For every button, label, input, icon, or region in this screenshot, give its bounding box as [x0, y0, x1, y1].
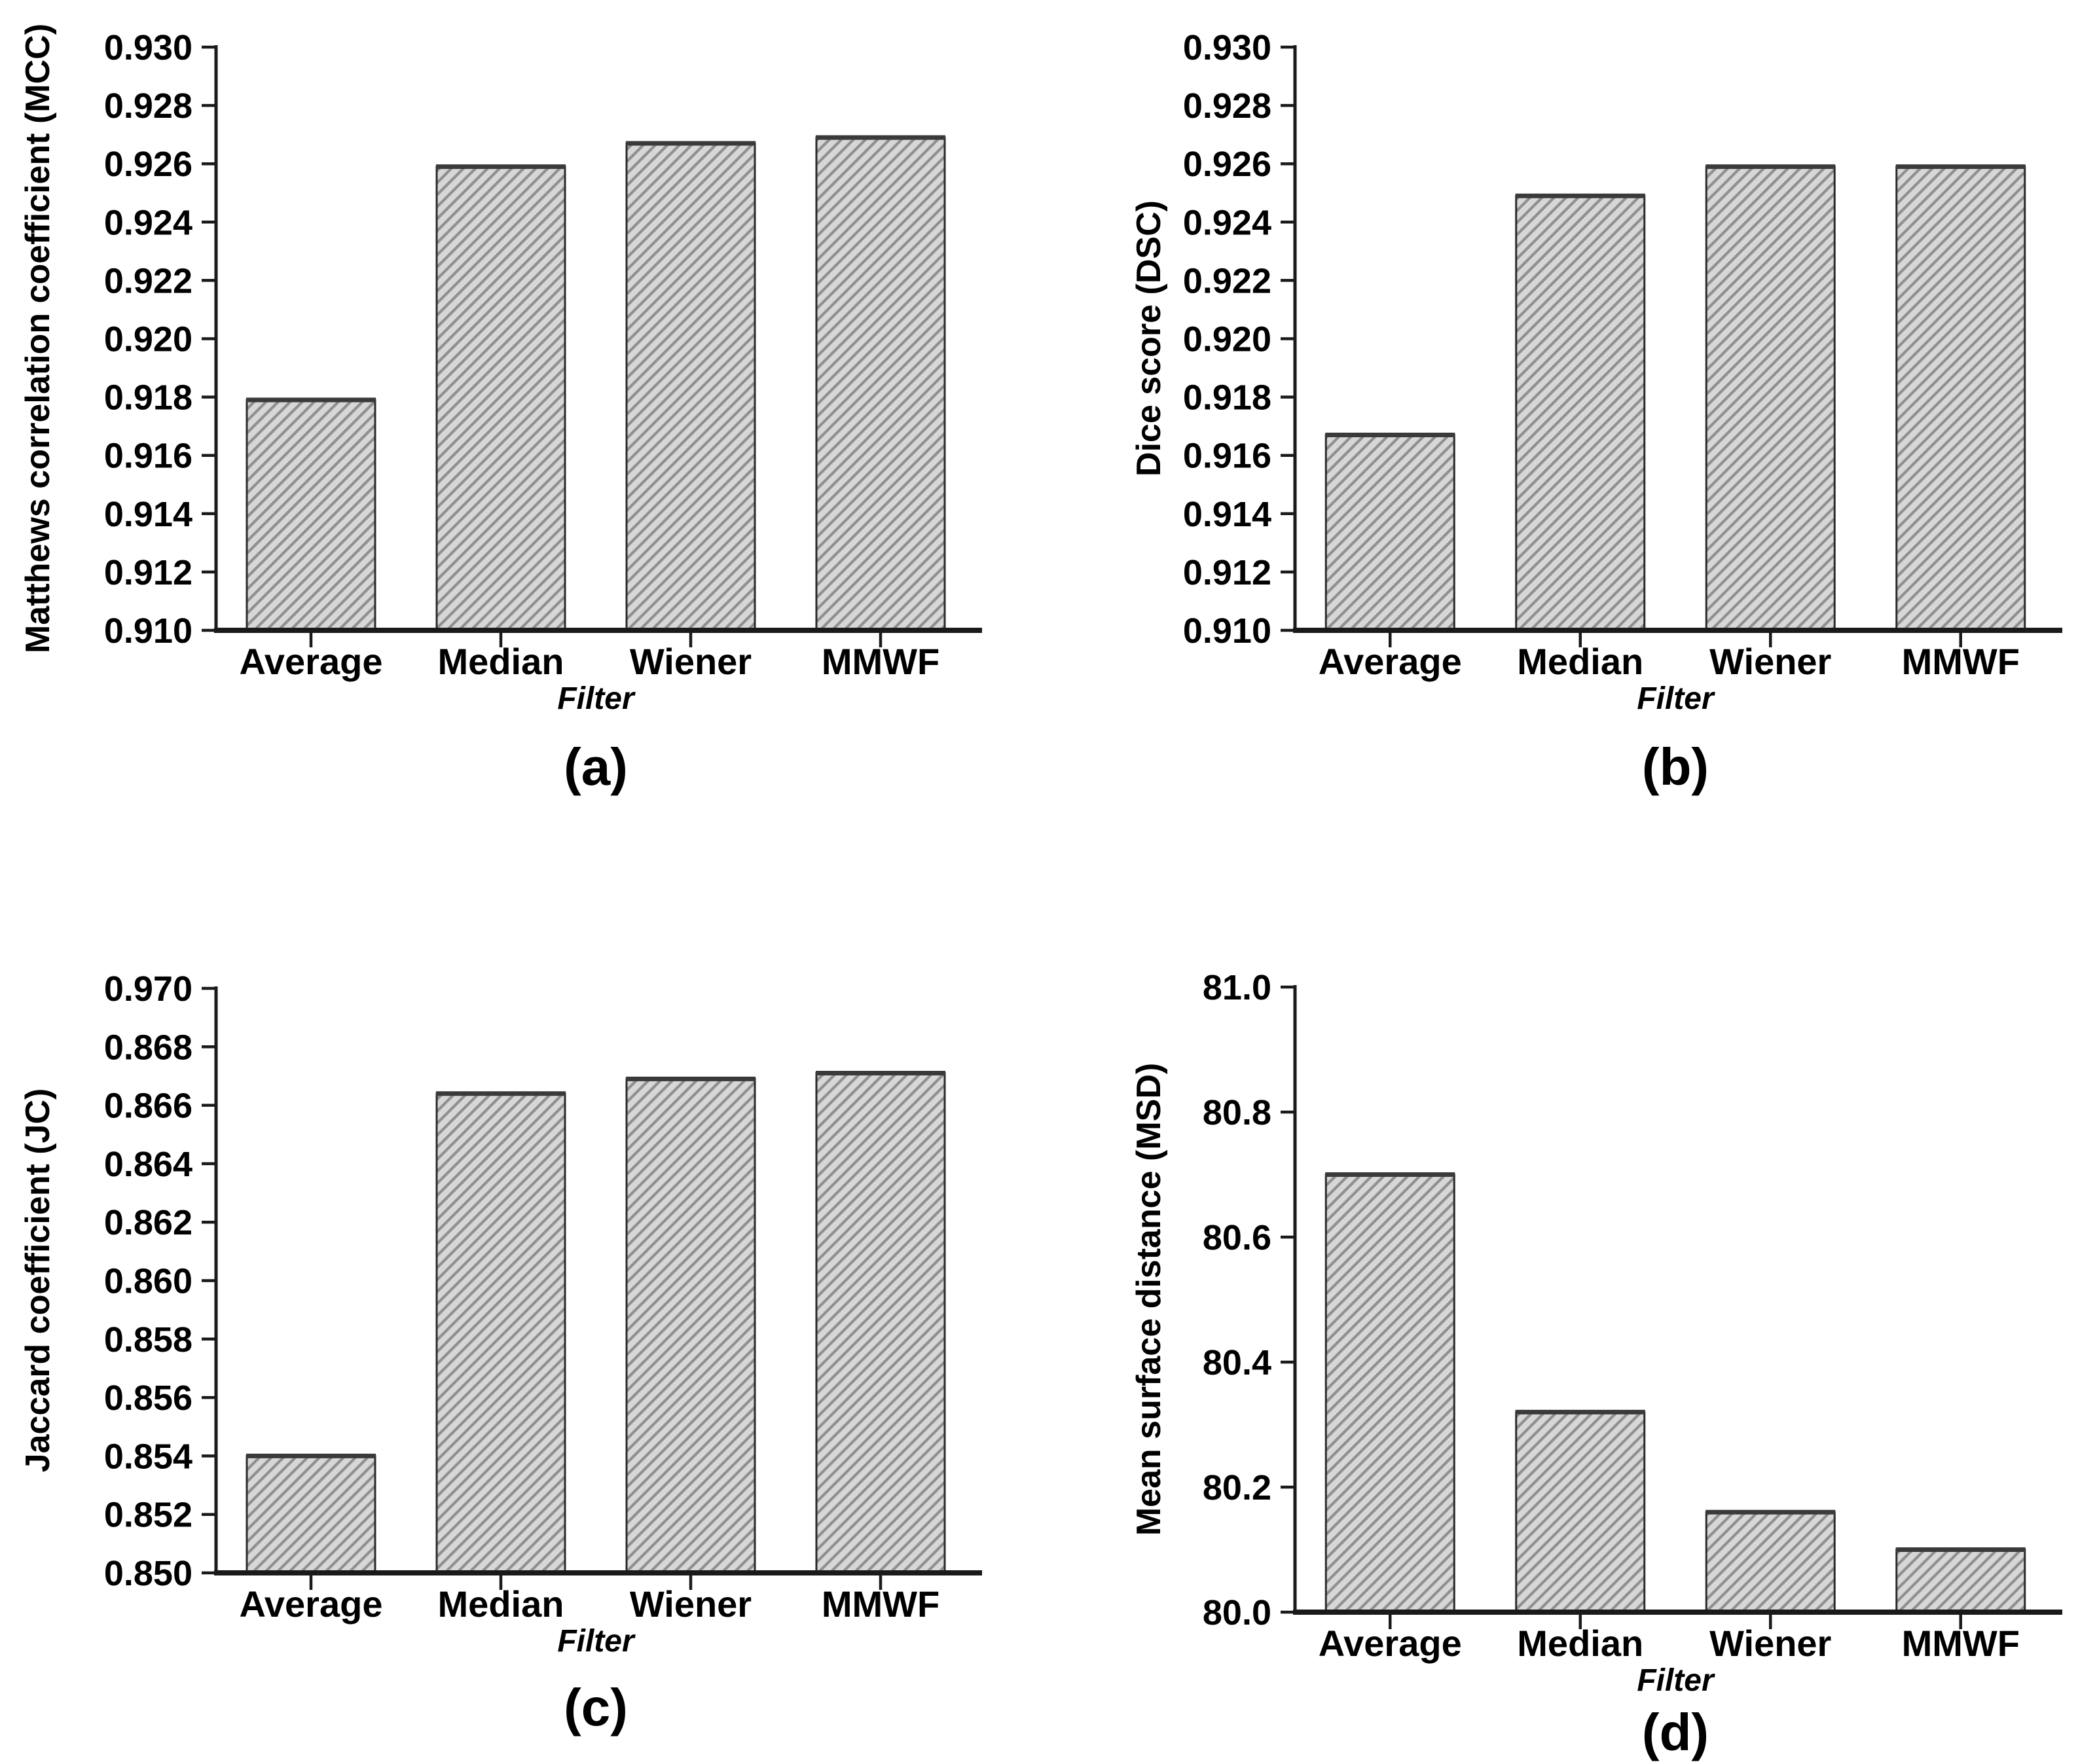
y-tick-label: 80.8: [1203, 1093, 1271, 1132]
x-tick-label-mmwf: MMWF: [822, 1583, 939, 1625]
x-tick-label-wiener: Wiener: [1709, 1623, 1831, 1664]
chart-panel-c: 0.850 0.852 0.854 0.856 0.858 0.860 0.862 0.864…: [0, 880, 1048, 1764]
bar-median: [435, 166, 566, 632]
x-tick-label-mmwf: MMWF: [822, 641, 939, 682]
y-tick-label: 0.922: [104, 261, 192, 300]
y-tick-label: 0.856: [104, 1378, 192, 1418]
y-tick-label: 0.924: [104, 203, 192, 242]
y-tick-label: 0.914: [1183, 495, 1271, 534]
bar-mmwf: [815, 136, 946, 632]
y-tick-label: 0.868: [104, 1028, 192, 1067]
y-tick-label: 0.926: [104, 145, 192, 184]
chart-panel-d: 80.0 80.2 80.4 80.6 80.8 81.0 Average Median Wie…: [1048, 880, 2097, 1764]
bar-wiener: [1705, 166, 1836, 632]
x-axis-title-c: Filter: [557, 1624, 634, 1659]
chart-panel-b: 0.910 0.912 0.914 0.916 0.918 0.920 0.922 0.924…: [1048, 0, 2097, 880]
x-tick-label-wiener: Wiener: [630, 1583, 752, 1625]
y-tick-label: 0.918: [104, 378, 192, 418]
y-tick-label: 0.930: [104, 28, 192, 67]
chart-d-canvas: 80.0 80.2 80.4 80.6 80.8 81.0 Average Median Wie…: [1203, 968, 2062, 1664]
bar-mmwf: [1895, 166, 2026, 632]
caption-d: (d): [1641, 1703, 1709, 1761]
caption-c: (c): [564, 1678, 628, 1737]
y-axis-title-a: Matthews correlation coefficient (MCC): [19, 23, 57, 654]
y-tick-label: 0.930: [1183, 28, 1271, 67]
y-tick-label: 0.860: [104, 1262, 192, 1301]
y-tick-label: 81.0: [1203, 968, 1271, 1007]
y-tick-label: 0.912: [1183, 553, 1271, 592]
y-tick-label: 0.910: [1183, 611, 1271, 651]
y-tick-label: 80.6: [1203, 1218, 1271, 1257]
x-tick-label-wiener: Wiener: [630, 641, 752, 682]
y-tick-label: 0.924: [1183, 203, 1271, 242]
bar-wiener: [1705, 1511, 1836, 1613]
y-tick-label: 0.918: [1183, 378, 1271, 418]
y-tick-label: 0.928: [1183, 86, 1271, 126]
x-tick-label-median: Median: [438, 641, 564, 682]
x-axis-title-a: Filter: [557, 681, 634, 716]
y-tick-label: 0.862: [104, 1203, 192, 1242]
chart-c-canvas: 0.850 0.852 0.854 0.856 0.858 0.860 0.862 0.864…: [104, 969, 982, 1625]
y-tick-label: 0.922: [1183, 261, 1271, 300]
y-tick-label: 0.916: [104, 437, 192, 476]
bar-average: [246, 399, 376, 632]
chart-panel-a: 0.910 0.912 0.914 0.916 0.918 0.920 0.922 0.924…: [0, 0, 1048, 880]
y-tick-label: 0.852: [104, 1496, 192, 1535]
x-axis-title-b: Filter: [1637, 681, 1714, 716]
x-tick-label-average: Average: [240, 1583, 383, 1625]
x-tick-label-average: Average: [240, 641, 383, 682]
caption-a: (a): [564, 738, 628, 796]
x-tick-label-average: Average: [1319, 1623, 1462, 1664]
y-tick-label: 0.926: [1183, 145, 1271, 184]
y-tick-label: 0.864: [104, 1145, 192, 1184]
y-tick-label: 0.928: [104, 86, 192, 126]
caption-b: (b): [1641, 738, 1709, 796]
y-tick-label: 0.920: [1183, 320, 1271, 359]
y-tick-label: 0.854: [104, 1437, 192, 1476]
y-tick-label: 80.2: [1203, 1468, 1271, 1507]
bar-mmwf: [815, 1071, 946, 1574]
y-tick-label: 0.920: [104, 320, 192, 359]
y-tick-label: 0.970: [104, 969, 192, 1009]
x-tick-label-wiener: Wiener: [1709, 641, 1831, 682]
bar-median: [435, 1092, 566, 1574]
bar-wiener: [625, 142, 756, 632]
y-axis-title-b: Dice score (DSC): [1130, 200, 1168, 477]
x-tick-label-mmwf: MMWF: [1902, 1623, 2020, 1664]
y-tick-label: 0.910: [104, 611, 192, 651]
y-axis-title-c: Jaccard coefficient (JC): [19, 1088, 57, 1473]
x-tick-label-average: Average: [1319, 641, 1462, 682]
bar-average: [1324, 434, 1455, 632]
y-tick-label: 0.916: [1183, 437, 1271, 476]
x-tick-label-median: Median: [1517, 1623, 1643, 1664]
x-tick-label-median: Median: [1517, 641, 1643, 682]
bar-median: [1515, 194, 1646, 632]
y-tick-label: 0.912: [104, 553, 192, 592]
bar-wiener: [625, 1077, 756, 1574]
x-tick-label-median: Median: [438, 1583, 564, 1625]
chart-b-canvas: 0.910 0.912 0.914 0.916 0.918 0.920 0.922 0.924…: [1183, 28, 2062, 682]
y-tick-label: 0.914: [104, 495, 192, 534]
y-tick-label: 0.850: [104, 1554, 192, 1593]
y-tick-label: 80.0: [1203, 1593, 1271, 1632]
y-tick-label: 0.858: [104, 1320, 192, 1359]
y-axis-title-d: Mean surface distance (MSD): [1130, 1062, 1168, 1536]
chart-a-canvas: 0.910 0.912 0.914 0.916 0.918 0.920 0.922 0.924…: [104, 28, 982, 682]
y-tick-label: 80.4: [1203, 1343, 1271, 1382]
y-tick-label: 0.866: [104, 1087, 192, 1126]
x-axis-title-d: Filter: [1637, 1663, 1714, 1698]
bar-average: [1324, 1174, 1455, 1613]
bar-mmwf: [1895, 1549, 2026, 1613]
bar-average: [246, 1454, 376, 1574]
x-tick-label-mmwf: MMWF: [1902, 641, 2020, 682]
bar-median: [1515, 1411, 1646, 1613]
